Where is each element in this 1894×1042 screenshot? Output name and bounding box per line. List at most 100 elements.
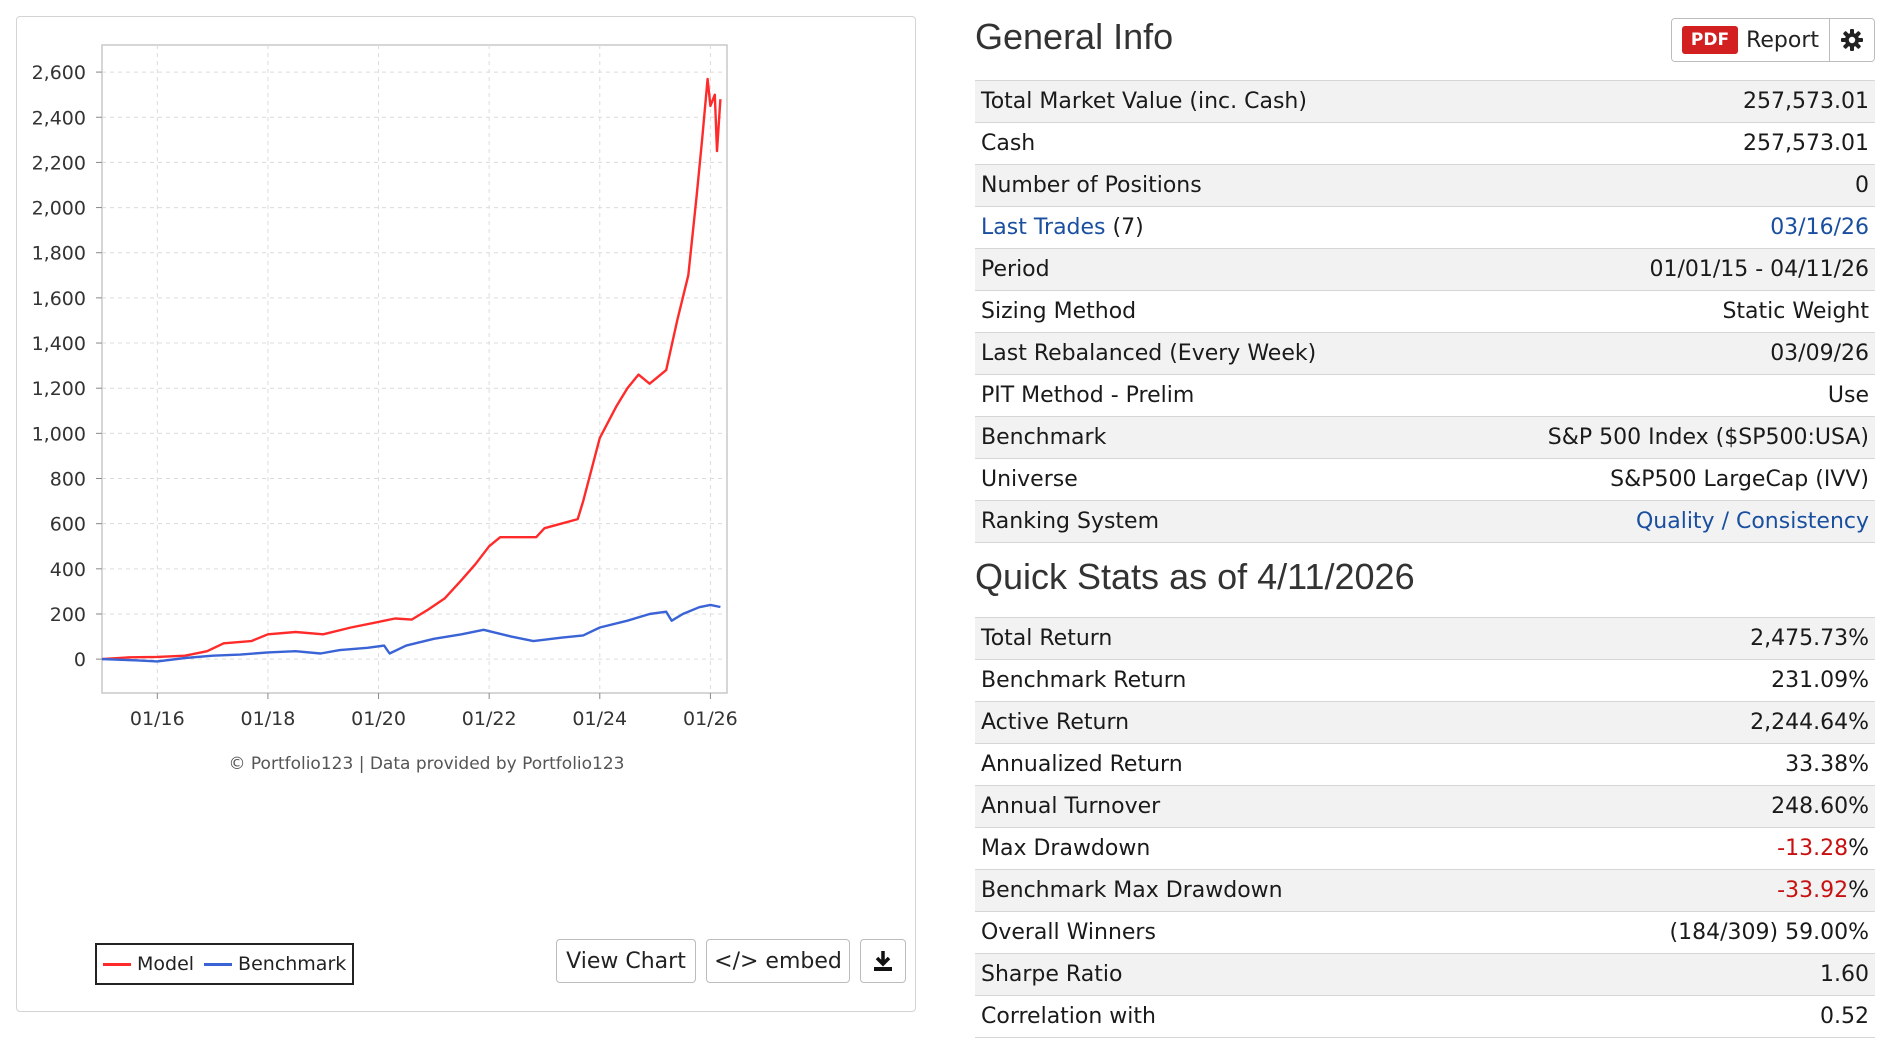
table-row: Last Rebalanced (Every Week) 03/09/26 xyxy=(975,332,1875,375)
table-row: Sizing Method Static Weight xyxy=(975,290,1875,333)
row-value: 0 xyxy=(1855,173,1869,198)
row-label-cell: Correlation with xyxy=(975,995,1513,1038)
table-row: Benchmark S&P 500 Index ($SP500:USA) xyxy=(975,416,1875,459)
y-tick-label: 2,200 xyxy=(32,152,86,174)
pdf-badge: PDF xyxy=(1681,26,1739,54)
legend-swatch-model xyxy=(103,962,131,966)
row-label: Ranking System xyxy=(981,509,1160,534)
legend-item-model: Model xyxy=(103,953,194,975)
row-value-cell: 01/01/15 - 04/11/26 xyxy=(1434,248,1875,291)
settings-button[interactable] xyxy=(1830,19,1874,61)
row-label-cell: Benchmark xyxy=(975,416,1435,459)
row-value-cell: (184/309) 59.00% xyxy=(1512,911,1875,954)
table-row: Sharpe Ratio 1.60 xyxy=(975,953,1875,996)
row-value-cell: 0 xyxy=(1434,164,1875,207)
row-value-cell: 1.60 xyxy=(1512,953,1875,996)
series-line-model xyxy=(101,77,722,661)
table-row: Annual Turnover 248.60% xyxy=(975,785,1875,828)
chart-credit: © Portfolio123 | Data provided by Portfo… xyxy=(229,754,625,774)
table-row: Benchmark Max Drawdown -33.92% xyxy=(975,869,1875,912)
legend-label-model: Model xyxy=(137,953,195,975)
row-value-suffix: % xyxy=(1848,836,1869,861)
row-value: S&P 500 Index ($SP500:USA) xyxy=(1547,425,1869,450)
row-value-cell: Static Weight xyxy=(1434,290,1875,333)
row-label: Universe xyxy=(981,467,1078,492)
table-row: Period 01/01/15 - 04/11/26 xyxy=(975,248,1875,291)
legend-item-benchmark: Benchmark xyxy=(204,953,346,975)
row-label: Benchmark Return xyxy=(981,668,1187,693)
row-value: 257,573.01 xyxy=(1743,89,1869,114)
row-value-link[interactable]: 03/16/26 xyxy=(1770,215,1869,240)
row-value: 33.38% xyxy=(1785,752,1869,777)
row-value-cell: 257,573.01 xyxy=(1434,122,1875,165)
row-value: 03/09/26 xyxy=(1770,341,1869,366)
table-row: Overall Winners (184/309) 59.00% xyxy=(975,911,1875,954)
row-value: 231.09% xyxy=(1771,668,1869,693)
row-label: Benchmark xyxy=(981,425,1107,450)
row-label-cell: Active Return xyxy=(975,701,1513,744)
table-row: Total Market Value (inc. Cash) 257,573.01 xyxy=(975,80,1875,123)
row-label: Active Return xyxy=(981,710,1130,735)
report-label: Report xyxy=(1746,27,1819,53)
row-label-cell: Overall Winners xyxy=(975,911,1513,954)
row-label-cell: Annual Turnover xyxy=(975,785,1513,828)
x-tick-label: 01/26 xyxy=(683,708,738,730)
y-tick-label: 2,000 xyxy=(32,198,86,220)
table-row: Number of Positions 0 xyxy=(975,164,1875,207)
x-tick-label: 01/20 xyxy=(351,708,406,730)
row-label-cell: PIT Method - Prelim xyxy=(975,374,1435,417)
table-row: Annualized Return 33.38% xyxy=(975,743,1875,786)
download-button[interactable] xyxy=(860,939,906,983)
last-trades-link[interactable]: Last Trades xyxy=(981,215,1106,240)
row-label: Annualized Return xyxy=(981,752,1183,777)
quick-stats-table: Total Return 2,475.73% Benchmark Return 231… xyxy=(975,617,1875,1038)
row-label-cell: Sharpe Ratio xyxy=(975,953,1513,996)
y-tick-label: 1,600 xyxy=(32,288,86,310)
chart-legend: Model Benchmark xyxy=(95,943,355,985)
y-tick-label: 400 xyxy=(50,559,86,581)
y-tick-label: 1,400 xyxy=(32,333,86,355)
row-value-cell: 248.60% xyxy=(1512,785,1875,828)
row-label: PIT Method - Prelim xyxy=(981,383,1195,408)
row-value-cell: 03/16/26 xyxy=(1434,206,1875,249)
series-line-benchmark xyxy=(101,603,721,663)
report-button-group: PDF Report xyxy=(1670,18,1875,62)
table-row: Benchmark Return 231.09% xyxy=(975,659,1875,702)
row-value: -13.28 xyxy=(1777,836,1849,861)
row-value: 1.60 xyxy=(1820,962,1869,987)
y-tick-label: 2,600 xyxy=(32,62,86,84)
x-tick-label: 01/24 xyxy=(572,708,627,730)
row-label-count: (7) xyxy=(1105,215,1144,240)
row-label-cell: Sizing Method xyxy=(975,290,1435,333)
general-info-table: Total Market Value (inc. Cash) 257,573.01… xyxy=(975,80,1875,543)
row-label-cell: Period xyxy=(975,248,1435,291)
row-label: Last Rebalanced (Every Week) xyxy=(981,341,1317,366)
x-tick-label: 01/22 xyxy=(462,708,517,730)
y-tick-label: 1,800 xyxy=(32,243,86,265)
row-value: 257,573.01 xyxy=(1743,131,1869,156)
row-label: Cash xyxy=(981,131,1036,156)
table-row: Max Drawdown -13.28% xyxy=(975,827,1875,870)
view-chart-button[interactable]: View Chart xyxy=(556,939,696,983)
row-value-cell: -13.28% xyxy=(1512,827,1875,870)
row-value: 2,244.64% xyxy=(1750,710,1869,735)
row-value: -33.92 xyxy=(1777,878,1849,903)
row-value: Use xyxy=(1827,383,1869,408)
row-label: Benchmark Max Drawdown xyxy=(981,878,1283,903)
row-label: Correlation with xyxy=(981,1004,1156,1029)
row-label: Total Return xyxy=(981,626,1113,651)
embed-button[interactable]: </> embed xyxy=(706,939,850,983)
y-tick-label: 0 xyxy=(74,649,86,671)
row-value: 01/01/15 - 04/11/26 xyxy=(1649,257,1869,282)
row-label-cell: Max Drawdown xyxy=(975,827,1513,870)
row-label: Overall Winners xyxy=(981,920,1156,945)
pdf-report-button[interactable]: PDF Report xyxy=(1671,19,1830,61)
row-value-link[interactable]: Quality / Consistency xyxy=(1635,509,1869,534)
row-label: Sharpe Ratio xyxy=(981,962,1123,987)
row-label: Sizing Method xyxy=(981,299,1137,324)
table-row: Active Return 2,244.64% xyxy=(975,701,1875,744)
row-label-cell: Total Market Value (inc. Cash) xyxy=(975,80,1435,123)
row-label: Max Drawdown xyxy=(981,836,1151,861)
table-row: Cash 257,573.01 xyxy=(975,122,1875,165)
x-tick-label: 01/16 xyxy=(130,708,185,730)
